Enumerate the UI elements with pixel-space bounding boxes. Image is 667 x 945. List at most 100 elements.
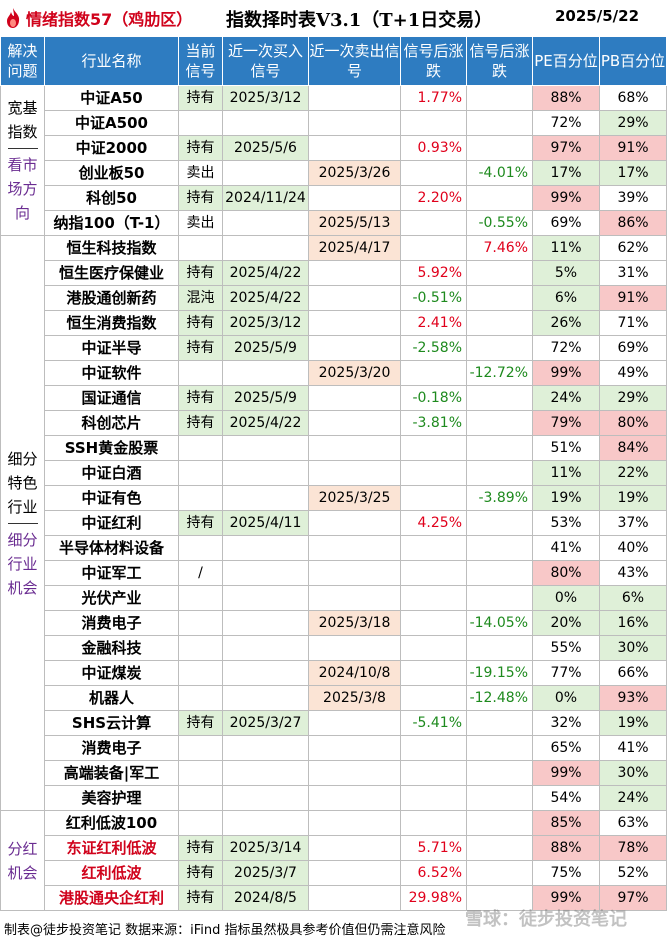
table-row: 港股通创新药 混沌 2025/4/22 -0.51% 6% 91%	[1, 285, 667, 311]
signal-cell: 持有	[178, 335, 223, 361]
table-row: 高端装备|军工 99% 30%	[1, 760, 667, 786]
gain-after-buy	[400, 760, 467, 786]
signal-cell	[178, 785, 223, 811]
industry-name: 光伏产业	[44, 585, 179, 611]
gain-after-buy: -3.81%	[400, 410, 467, 436]
pe-percentile: 75%	[532, 860, 600, 886]
gain-after-buy: 1.77%	[400, 85, 467, 111]
sell-date	[308, 860, 401, 886]
pe-percentile: 51%	[532, 435, 600, 461]
pe-percentile: 0%	[532, 585, 600, 611]
signal-cell: 混沌	[178, 285, 223, 311]
gain-after-buy	[400, 435, 467, 461]
signal-cell	[178, 610, 223, 636]
buy-date	[222, 785, 309, 811]
industry-name: 红利低波	[44, 860, 179, 886]
sell-date	[308, 260, 401, 286]
col-header-gain: 信号后涨跌	[400, 36, 467, 86]
table-row: 中证红利 持有 2025/4/11 4.25% 53% 37%	[1, 510, 667, 536]
sell-date	[308, 585, 401, 611]
table-row: 科创50 持有 2024/11/24 2.20% 99% 39%	[1, 185, 667, 211]
industry-name: 科创芯片	[44, 410, 179, 436]
table-row: 消费电子 65% 41%	[1, 735, 667, 761]
col-header-problem: 解决问题	[0, 36, 45, 86]
sell-date	[308, 885, 401, 911]
industry-name: 港股通创新药	[44, 285, 179, 311]
buy-date	[222, 160, 309, 186]
gain-after-buy	[400, 610, 467, 636]
table-row: 中证白酒 11% 22%	[1, 460, 667, 486]
timing-table: 解决问题 行业名称 当前信号 近一次买入信号 近一次卖出信号 信号后涨跌 信号后…	[0, 36, 667, 911]
pe-percentile: 72%	[532, 110, 600, 136]
gain-after-buy	[400, 485, 467, 511]
gain-after-buy: 4.25%	[400, 510, 467, 536]
table-row: 恒生消费指数 持有 2025/3/12 2.41% 26% 71%	[1, 310, 667, 336]
gain-after-buy	[400, 210, 467, 236]
pb-percentile: 68%	[599, 85, 667, 111]
change-after-sell: 7.46%	[466, 235, 533, 261]
change-after-sell	[466, 860, 533, 886]
pe-percentile: 19%	[532, 485, 600, 511]
signal-cell	[178, 810, 223, 836]
industry-name: 中证A500	[44, 110, 179, 136]
gain-after-buy: 6.52%	[400, 860, 467, 886]
gain-after-buy	[400, 560, 467, 586]
gain-after-buy	[400, 585, 467, 611]
pb-percentile: 31%	[599, 260, 667, 286]
industry-name: 中证A50	[44, 85, 179, 111]
buy-date	[222, 685, 309, 711]
pe-percentile: 41%	[532, 535, 600, 561]
signal-cell: 持有	[178, 385, 223, 411]
signal-cell: 持有	[178, 85, 223, 111]
industry-name: 东证红利低波	[44, 835, 179, 861]
page-title: 指数择时表V3.1（T+1日交易）	[226, 10, 493, 31]
pb-percentile: 19%	[599, 710, 667, 736]
pb-percentile: 29%	[599, 385, 667, 411]
pe-percentile: 85%	[532, 810, 600, 836]
change-after-sell	[466, 760, 533, 786]
gain-after-buy: 0.93%	[400, 135, 467, 161]
signal-cell	[178, 485, 223, 511]
pe-percentile: 88%	[532, 835, 600, 861]
buy-date: 2025/5/9	[222, 335, 309, 361]
buy-date	[222, 560, 309, 586]
industry-name: 港股通央企红利	[44, 885, 179, 911]
pb-percentile: 19%	[599, 485, 667, 511]
pb-percentile: 30%	[599, 635, 667, 661]
buy-date: 2025/4/22	[222, 285, 309, 311]
industry-name: 消费电子	[44, 735, 179, 761]
report-date: 2025/5/22	[555, 7, 640, 25]
pe-percentile: 53%	[532, 510, 600, 536]
pb-percentile: 91%	[599, 285, 667, 311]
buy-date	[222, 660, 309, 686]
pe-percentile: 17%	[532, 160, 600, 186]
change-after-sell: -4.01%	[466, 160, 533, 186]
gain-after-buy: -2.58%	[400, 335, 467, 361]
industry-name: 高端装备|军工	[44, 760, 179, 786]
watermark: 雪球：徒步投资笔记	[465, 909, 627, 930]
table-row: SSH黄金股票 51% 84%	[1, 435, 667, 461]
industry-name: 中证有色	[44, 485, 179, 511]
signal-cell	[178, 660, 223, 686]
industry-name: SSH黄金股票	[44, 435, 179, 461]
table-row: 分红机会 红利低波100 85% 63%	[0, 810, 667, 911]
industry-name: 中证白酒	[44, 460, 179, 486]
industry-name: 金融科技	[44, 635, 179, 661]
pe-percentile: 79%	[532, 410, 600, 436]
industry-name: 中证软件	[44, 360, 179, 386]
pb-percentile: 24%	[599, 785, 667, 811]
buy-date	[222, 810, 309, 836]
sell-date: 2025/4/17	[308, 235, 401, 261]
gain-after-buy: -0.51%	[400, 285, 467, 311]
industry-name: 中证煤炭	[44, 660, 179, 686]
table-row: 中证软件 2025/3/20 -12.72% 99% 49%	[1, 360, 667, 386]
pe-percentile: 99%	[532, 760, 600, 786]
gain-after-buy: 29.98%	[400, 885, 467, 911]
pb-percentile: 93%	[599, 685, 667, 711]
buy-date	[222, 635, 309, 661]
pe-percentile: 24%	[532, 385, 600, 411]
pe-percentile: 77%	[532, 660, 600, 686]
signal-cell	[178, 685, 223, 711]
table-row: 港股通央企红利 持有 2024/8/5 29.98% 99% 97%	[1, 885, 667, 911]
pb-percentile: 17%	[599, 160, 667, 186]
